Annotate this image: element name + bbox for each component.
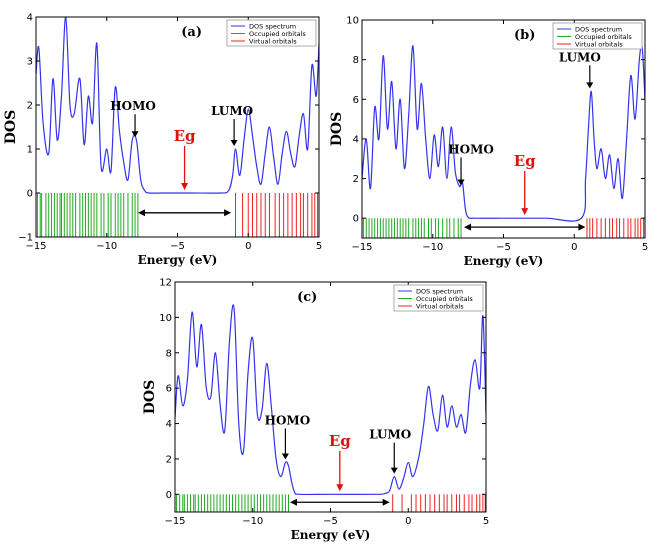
eg-arrowhead [336,484,344,492]
chart-panel-c: −15 −10 −5 0 5 0 2 4 6 8 10 12 Energy (eV) DOS (c) DOS … [142,278,489,543]
x-tick-label: −10 [422,242,443,253]
x-tick-label: −5 [170,241,185,252]
legend-virtual-orbitals: Virtual orbitals [249,37,297,45]
legend-dos-spectrum: DOS spectrum [416,287,463,295]
homo-label: HOMO [265,413,311,427]
y-tick-label: 8 [353,55,359,66]
lumo-label: LUMO [559,50,601,64]
lumo-label: LUMO [211,104,253,118]
homo-label: HOMO [110,99,156,113]
y-tick-label: 6 [166,384,172,395]
x-tick-label: −15 [164,516,185,527]
lumo-arrowhead [390,467,398,474]
eg-label: Eg [514,152,536,170]
x-axis-label: Energy (eV) [464,254,544,268]
plot-frame [174,281,487,513]
homo-arrowhead [457,179,465,186]
y-axis-label: DOS [142,380,158,414]
legend-virtual-orbitals: Virtual orbitals [575,40,623,48]
y-tick-label: 4 [166,419,172,430]
x-tick-label: 0 [245,241,251,252]
y-tick-label: 10 [159,313,172,324]
dos-spectrum-line [175,304,486,496]
legend-dos-spectrum: DOS spectrum [249,22,296,30]
y-tick-label: 12 [159,278,172,289]
y-tick-label: 2 [27,101,33,112]
panel-label: (c) [297,290,317,305]
gap-arrowhead-left [289,498,297,506]
orbital-sticks [362,218,645,238]
eg-arrowhead [521,208,529,216]
legend-dos-spectrum: DOS spectrum [575,25,622,33]
y-axis-label: DOS [329,112,345,146]
lumo-arrowhead [230,140,238,146]
y-tick-label: 0 [166,490,172,501]
x-tick-label: 5 [316,241,322,252]
legend-occupied-orbitals: Occupied orbitals [249,30,306,38]
homo-label: HOMO [448,142,494,156]
legend-virtual-orbitals: Virtual orbitals [416,302,464,310]
y-tick-label: 0 [27,189,33,200]
x-axis-label: Energy (eV) [138,253,218,267]
plot-frame [361,19,646,239]
y-tick-label: 10 [346,16,359,27]
x-tick-label: −5 [323,516,338,527]
x-tick-label: 5 [483,516,489,527]
homo-arrowhead [131,131,139,138]
homo-arrowhead [281,453,289,460]
gap-arrowhead-left [138,209,146,217]
eg-label: Eg [329,432,351,450]
lumo-arrowhead [586,82,594,89]
legend-occupied-orbitals: Occupied orbitals [416,295,473,303]
y-tick-label: 4 [353,134,359,145]
gap-arrowhead-right [578,223,586,231]
y-tick-label: 8 [166,348,172,359]
x-tick-label: 0 [405,516,411,527]
dos-spectrum-line [362,44,645,222]
y-tick-label: 0 [353,214,359,225]
y-axis-label: DOS [3,110,19,144]
x-axis-label: Energy (eV) [291,528,371,542]
x-tick-label: −5 [496,242,511,253]
y-tick-label: 2 [353,174,359,185]
gap-arrowhead-left [464,223,472,231]
panel-label: (a) [181,25,202,40]
y-tick-label: 3 [27,57,33,68]
y-tick-label: 4 [27,13,33,24]
y-tick-label: 2 [166,454,172,465]
y-tick-label: 1 [27,145,33,156]
gap-arrowhead-right [382,498,390,506]
lumo-label: LUMO [369,428,411,442]
gap-arrowhead-right [224,209,232,217]
x-tick-label: −15 [25,241,46,252]
y-tick-label: 6 [353,95,359,106]
eg-label: Eg [174,127,196,145]
x-tick-label: −10 [96,241,117,252]
legend-occupied-orbitals: Occupied orbitals [575,33,632,41]
orbital-sticks [176,494,486,512]
orbital-sticks [36,193,319,237]
x-tick-label: −10 [242,516,263,527]
eg-arrowhead [181,183,189,190]
x-tick-label: −15 [351,242,372,253]
y-tick-label: −1 [18,233,33,244]
chart-panel-b: −15 −10 −5 0 5 0 2 4 6 8 10 Energy (eV) DOS (b) DOS sp… [329,16,648,269]
panel-label: (b) [514,28,535,43]
dos-spectrum-line [36,17,319,194]
x-tick-label: 5 [642,242,648,253]
x-tick-label: 0 [571,242,577,253]
